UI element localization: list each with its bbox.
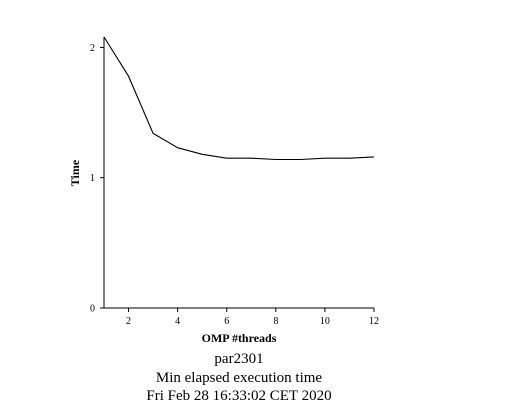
y-axis-label: Time xyxy=(68,159,82,186)
y-tick-label: 1 xyxy=(90,173,95,184)
plot-area: 2 4 6 8 10 12 012 xyxy=(90,36,379,327)
caption-line-1: par2301 xyxy=(214,351,263,367)
x-tick-label: 2 xyxy=(126,316,131,327)
caption-line-3: Fri Feb 28 16:33:02 CET 2020 xyxy=(146,388,331,404)
x-tick-label: 8 xyxy=(273,316,278,327)
y-tick-label: 0 xyxy=(90,304,95,315)
series-group xyxy=(103,36,375,161)
y-tick-label: 2 xyxy=(90,43,95,54)
x-tick-label: 4 xyxy=(175,316,180,327)
series-line xyxy=(103,36,375,161)
x-tick-label: 10 xyxy=(320,316,330,327)
x-ticks: 2 4 6 8 10 12 xyxy=(126,308,379,327)
caption-line-2: Min elapsed execution time xyxy=(156,370,323,386)
y-ticks: 0 1 2 xyxy=(90,43,104,315)
x-tick-label: 12 xyxy=(369,316,379,327)
x-tick-label: 6 xyxy=(224,316,229,327)
x-axis-label: OMP #threads xyxy=(202,331,277,345)
